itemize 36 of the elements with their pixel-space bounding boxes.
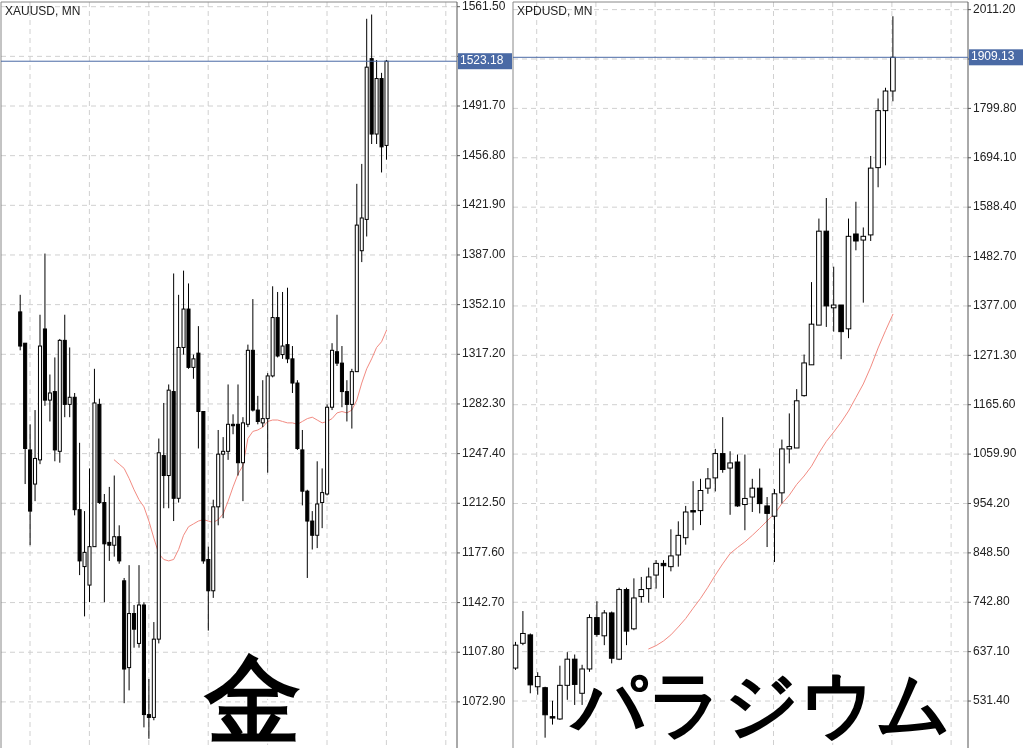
y-tick-label: 848.50 bbox=[973, 545, 1011, 560]
y-tick-label: 1588.40 bbox=[973, 199, 1017, 214]
annotation: パラジウム bbox=[569, 661, 952, 747]
y-tick-label: 1212.50 bbox=[462, 495, 506, 510]
y-tick-label: 1247.40 bbox=[462, 445, 506, 460]
y-tick-label: 1491.70 bbox=[462, 98, 506, 113]
y-tick-label: 1142.70 bbox=[462, 594, 505, 609]
y-tick-label: 742.80 bbox=[973, 594, 1011, 609]
y-tick-label: 1377.00 bbox=[973, 298, 1017, 313]
line-series bbox=[113, 329, 387, 562]
y-tick-label: 1694.10 bbox=[973, 149, 1017, 164]
y-tick-label: 1107.80 bbox=[462, 644, 505, 659]
y-tick-label: 954.20 bbox=[973, 495, 1011, 510]
y-tick-label: 1799.80 bbox=[973, 100, 1017, 115]
y-tick-label: 1282.30 bbox=[462, 396, 506, 411]
y-tick-label: 1456.80 bbox=[462, 147, 506, 162]
y-tick-label: 637.10 bbox=[973, 643, 1011, 658]
y-tick-label: 531.40 bbox=[973, 693, 1011, 708]
y-tick-label: 1072.90 bbox=[462, 694, 506, 709]
y-tick-label: 1561.50 bbox=[462, 0, 506, 13]
chart-title: XPDUSD, MN bbox=[517, 4, 593, 18]
y-tick-label: 1482.70 bbox=[973, 248, 1017, 263]
ref-line-label: 1909.13 bbox=[971, 49, 1015, 64]
y-tick-label: 2011.20 bbox=[973, 1, 1016, 16]
y-tick-label: 1271.30 bbox=[973, 347, 1017, 362]
ref-line-label: 1523.18 bbox=[460, 53, 504, 68]
y-tick-label: 1317.20 bbox=[462, 346, 506, 361]
y-tick-label: 1387.00 bbox=[462, 247, 506, 262]
y-tick-label: 1352.10 bbox=[462, 296, 506, 311]
y-tick-label: 1059.90 bbox=[973, 446, 1017, 461]
line-series bbox=[648, 313, 894, 650]
y-tick-label: 1165.60 bbox=[973, 396, 1016, 411]
chart-title: XAUUSD, MN bbox=[5, 4, 81, 18]
annotation: 金 bbox=[203, 644, 301, 751]
y-tick-label: 1177.60 bbox=[462, 545, 505, 560]
y-tick-label: 1421.90 bbox=[462, 197, 506, 212]
